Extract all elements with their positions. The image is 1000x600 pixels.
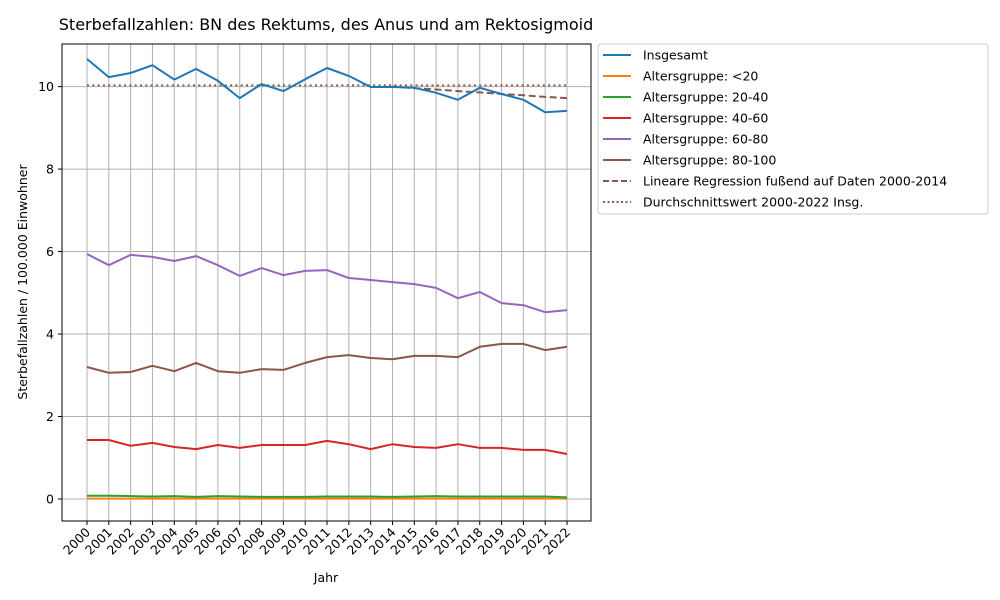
legend-box: [597, 43, 989, 215]
series-line-3: [87, 439, 568, 455]
series-line-5: [86, 342, 568, 374]
legend-label: Altersgruppe: 80-100: [643, 153, 776, 168]
legend-label: Altersgruppe: <20: [643, 69, 758, 84]
x-axis-label: Jahr: [313, 570, 339, 585]
y-tick-label: 10: [38, 79, 54, 94]
y-tick-label: 0: [46, 492, 54, 507]
legend-label: Insgesamt: [643, 48, 708, 63]
series-line-2: [87, 494, 568, 499]
y-axis-ticks: 0 2 4 6 8 10: [38, 79, 62, 507]
y-tick-label: 2: [46, 409, 54, 424]
legend-label: Altersgruppe: 20-40: [643, 90, 768, 105]
x-axis-ticks: 2000200120022003200420052006200720082009…: [60, 521, 573, 558]
legend: Insgesamt Altersgruppe: <20 Altersgruppe: …: [597, 43, 989, 215]
legend-label: Altersgruppe: 60-80: [643, 132, 768, 147]
y-tick-label: 8: [46, 162, 54, 177]
series-line-6: [392, 85, 568, 100]
plot-frame: [61, 43, 592, 522]
grid-lines: [62, 44, 591, 521]
series-line-4: [86, 253, 568, 314]
y-tick-label: 4: [46, 327, 54, 342]
y-tick-label: 6: [46, 244, 54, 259]
legend-label: Durchschnittswert 2000-2022 Insg.: [643, 195, 863, 210]
legend-label: Altersgruppe: 40-60: [643, 111, 768, 126]
y-axis-label: Sterbefallzahlen / 100.000 Einwohner: [15, 164, 30, 400]
series-line-0: [86, 58, 568, 114]
chart-title: Sterbefallzahlen: BN des Rektums, des An…: [59, 15, 593, 34]
data-series: [86, 58, 568, 500]
legend-label: Lineare Regression fußend auf Daten 2000…: [643, 174, 947, 189]
